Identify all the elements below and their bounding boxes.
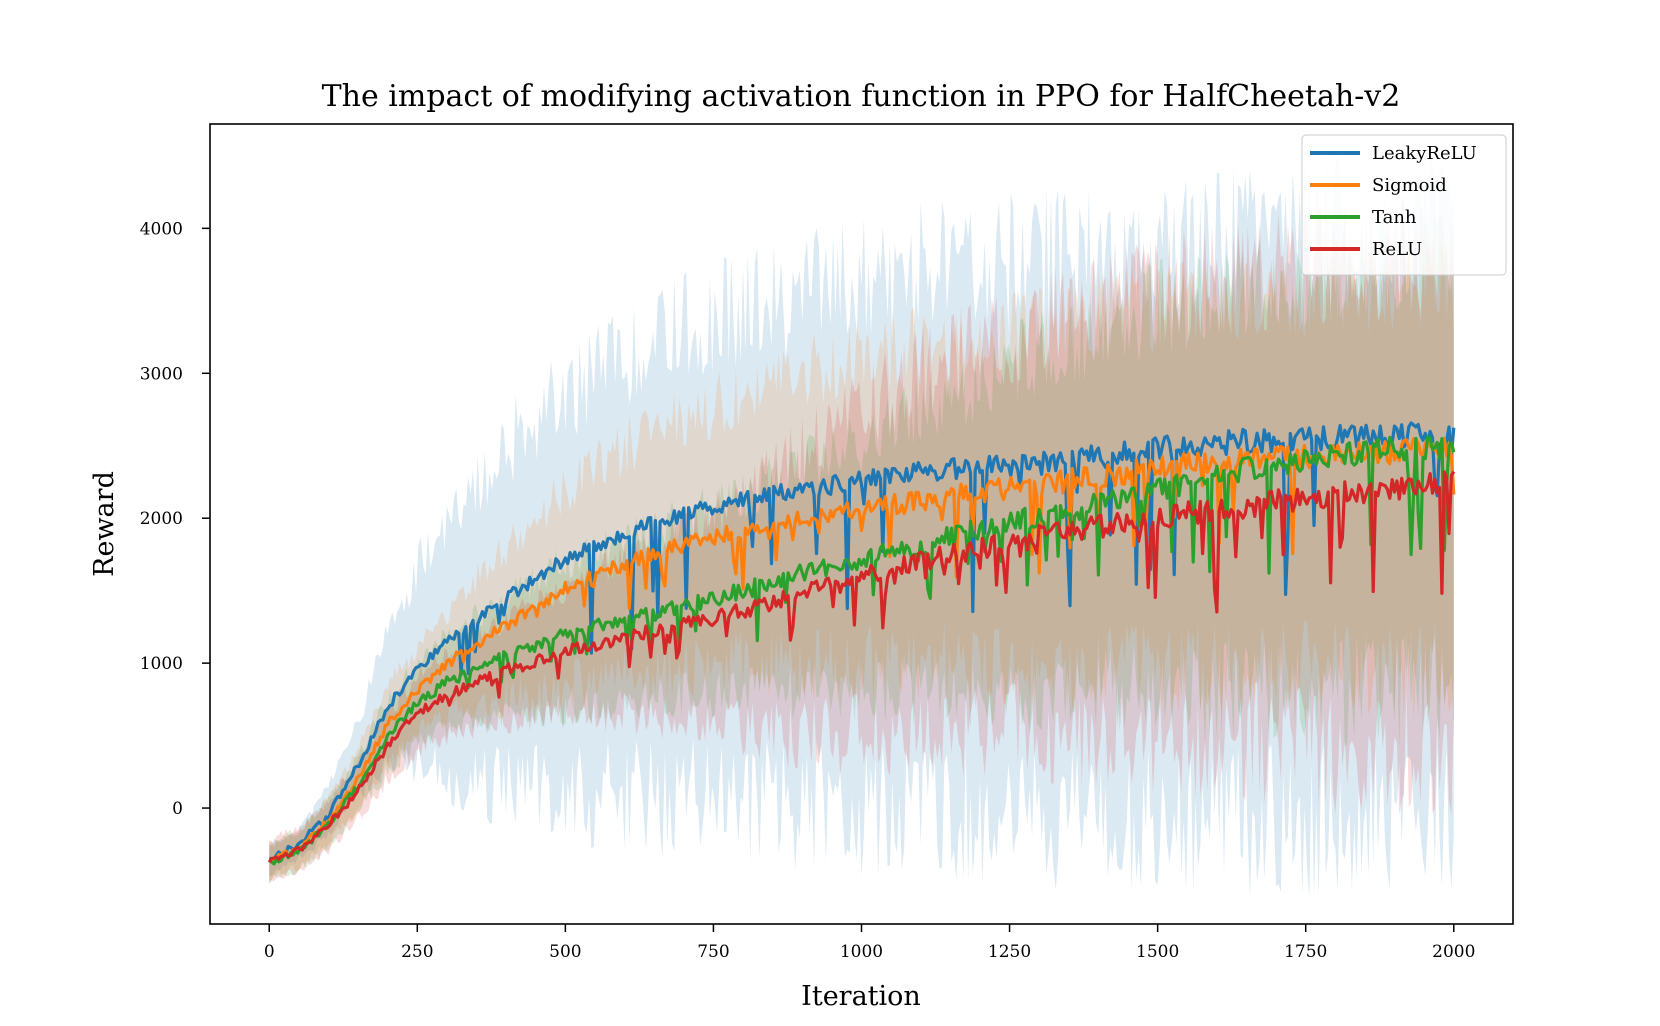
- band-tanh: [269, 201, 1454, 884]
- legend-label-sigmoid: Sigmoid: [1372, 175, 1447, 196]
- y-tick-label: 0: [172, 799, 183, 819]
- x-tick-label: 500: [549, 942, 581, 962]
- y-tick-label: 4000: [140, 219, 183, 239]
- x-tick-label: 0: [264, 942, 275, 962]
- legend-label-tanh: Tanh: [1372, 207, 1417, 228]
- x-tick-label: 2000: [1432, 942, 1475, 962]
- line-leakyrelu: [268, 421, 1456, 862]
- line-relu: [267, 470, 1456, 864]
- y-tick-label: 2000: [140, 509, 183, 529]
- line-tanh: [268, 435, 1456, 866]
- x-tick-label: 1500: [1136, 942, 1179, 962]
- legend-label-relu: ReLU: [1372, 239, 1422, 260]
- x-tick-label: 1750: [1284, 942, 1327, 962]
- legend-label-leakyrelu: LeakyReLU: [1372, 143, 1477, 164]
- chart-title: The impact of modifying activation funct…: [322, 79, 1401, 114]
- line-sigmoid: [268, 436, 1456, 863]
- y-tick-label: 1000: [140, 654, 183, 674]
- x-axis-ticks: 0 250 500 750 1000 1250 1500 1750 2000: [264, 924, 1475, 962]
- x-tick-label: 1000: [840, 942, 883, 962]
- series-lines: [267, 421, 1456, 866]
- y-axis-ticks: 0 1000 2000 3000 4000: [140, 219, 210, 819]
- x-tick-label: 750: [697, 942, 729, 962]
- y-tick-label: 3000: [140, 364, 183, 384]
- x-tick-label: 250: [401, 942, 433, 962]
- x-tick-label: 1250: [988, 942, 1031, 962]
- y-axis-title: Reward: [89, 471, 120, 577]
- band-relu: [269, 185, 1454, 884]
- band-sigmoid: [269, 237, 1454, 881]
- legend: LeakyReLU Sigmoid Tanh ReLU: [1301, 134, 1507, 276]
- x-axis-title: Iteration: [801, 981, 921, 1012]
- legend-box: [1301, 134, 1507, 276]
